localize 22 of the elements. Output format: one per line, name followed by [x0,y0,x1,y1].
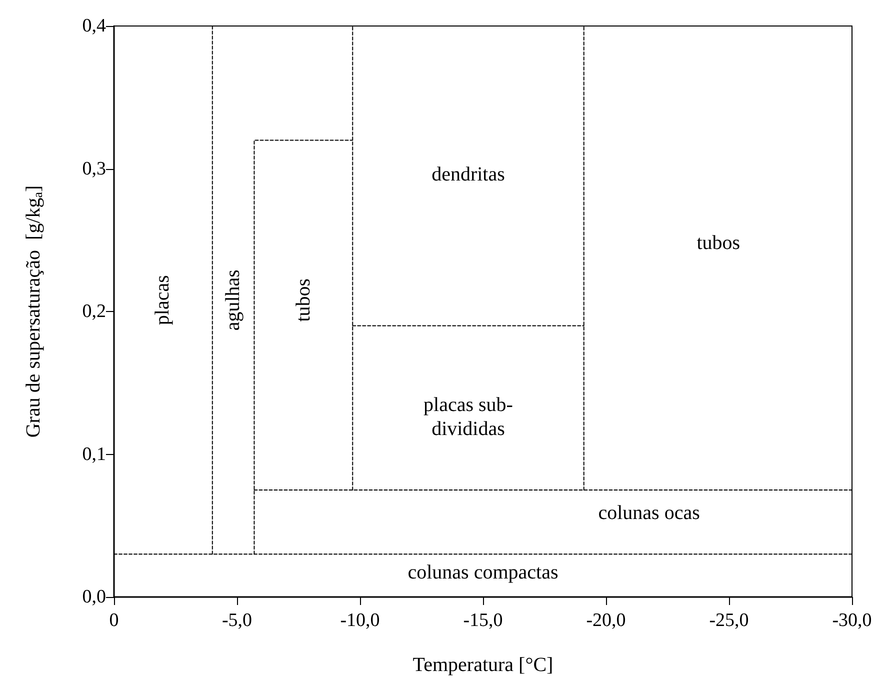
x-axis-title: Temperatura [°C] [412,654,554,676]
annotation: colunas ocas [598,502,700,524]
annotation: placas sub- divididas [424,394,513,440]
x-tick-label: -10,0 [340,610,380,631]
y-tick-label: 0,1 [82,444,106,465]
x-tick-label: -30,0 [832,610,872,631]
x-tick-label: -25,0 [709,610,749,631]
annotation: agulhas [222,269,244,331]
annotation: dendritas [432,163,506,186]
x-tick-label: -20,0 [586,610,626,631]
x-tick-label: -5,0 [222,610,252,631]
y-tick-label: 0,3 [82,158,106,180]
y-tick-label: 0,0 [82,586,106,608]
y-tick-label: 0,2 [82,301,106,322]
y-axis-title: Grau de supersaturação [g/kga] [22,185,45,438]
y-tick-label: 0,4 [82,16,106,36]
annotation: tubos [292,278,315,322]
annotation: colunas compactas [408,561,558,584]
annotation: placas [152,274,174,326]
x-tick-label: 0 [109,610,119,631]
x-tick-label: -15,0 [463,610,503,631]
annotation: tubos [696,232,740,254]
